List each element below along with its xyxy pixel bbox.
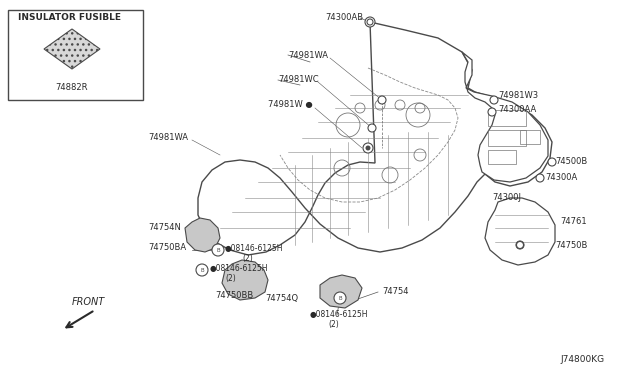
Text: B: B [216, 247, 220, 253]
Circle shape [196, 264, 208, 276]
Text: ●08146-6125H: ●08146-6125H [210, 263, 269, 273]
Polygon shape [198, 22, 552, 255]
Polygon shape [485, 198, 555, 265]
Text: 74981WC: 74981WC [278, 76, 319, 84]
Circle shape [335, 293, 345, 303]
Text: B: B [338, 295, 342, 301]
Polygon shape [222, 260, 268, 300]
Circle shape [548, 158, 556, 166]
Text: 74754Q: 74754Q [265, 294, 298, 302]
Text: 74500B: 74500B [555, 157, 588, 167]
Polygon shape [185, 218, 220, 252]
Bar [488, 110, 526, 126]
Text: 74300J: 74300J [492, 193, 521, 202]
Text: 74300AA: 74300AA [498, 106, 536, 115]
Text: (2): (2) [242, 253, 253, 263]
Circle shape [488, 108, 496, 116]
Text: (2): (2) [225, 273, 236, 282]
Text: ●08146-6125H: ●08146-6125H [225, 244, 284, 253]
Text: 74761: 74761 [560, 218, 587, 227]
Circle shape [516, 241, 524, 248]
Polygon shape [320, 275, 362, 308]
Text: 74754N: 74754N [148, 224, 181, 232]
Text: (2): (2) [328, 321, 339, 330]
Text: 74981W ●: 74981W ● [268, 100, 312, 109]
Bar [520, 130, 540, 144]
Circle shape [212, 244, 224, 256]
Circle shape [368, 124, 376, 132]
FancyBboxPatch shape [8, 10, 143, 100]
Text: 74750BB: 74750BB [215, 291, 253, 299]
Bar [488, 130, 526, 146]
Text: 74300AB: 74300AB [325, 13, 363, 22]
Circle shape [378, 96, 386, 104]
Text: FRONT: FRONT [72, 297, 105, 307]
Text: 74754: 74754 [382, 288, 408, 296]
Circle shape [490, 96, 498, 104]
Text: ●08146-6125H: ●08146-6125H [310, 311, 369, 320]
Circle shape [516, 241, 524, 249]
Text: 74750BA: 74750BA [148, 244, 186, 253]
Text: 74981W3: 74981W3 [498, 90, 538, 99]
Circle shape [536, 174, 544, 182]
Circle shape [367, 19, 373, 25]
Text: 74882R: 74882R [56, 83, 88, 92]
Polygon shape [462, 52, 548, 182]
Text: 74300A: 74300A [545, 173, 577, 183]
Circle shape [365, 145, 371, 151]
Circle shape [334, 292, 346, 304]
Text: J74800KG: J74800KG [560, 356, 604, 365]
Circle shape [363, 143, 373, 153]
Bar [488, 150, 516, 164]
Text: 74981WA: 74981WA [148, 134, 188, 142]
Text: 74981WA: 74981WA [288, 51, 328, 60]
Text: B: B [200, 267, 204, 273]
Text: INSULATOR FUSIBLE: INSULATOR FUSIBLE [18, 13, 121, 22]
Text: 74750B: 74750B [555, 241, 588, 250]
Polygon shape [44, 29, 100, 69]
Circle shape [365, 17, 375, 27]
